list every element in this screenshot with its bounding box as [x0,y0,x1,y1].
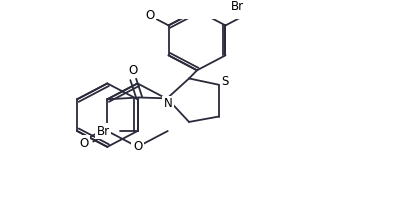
Text: O: O [79,137,89,150]
Text: O: O [133,140,142,153]
Text: Br: Br [97,124,109,138]
Text: O: O [129,64,138,77]
Text: N: N [164,97,172,110]
Text: S: S [221,75,229,88]
Text: O: O [145,9,154,22]
Text: Br: Br [231,0,244,13]
